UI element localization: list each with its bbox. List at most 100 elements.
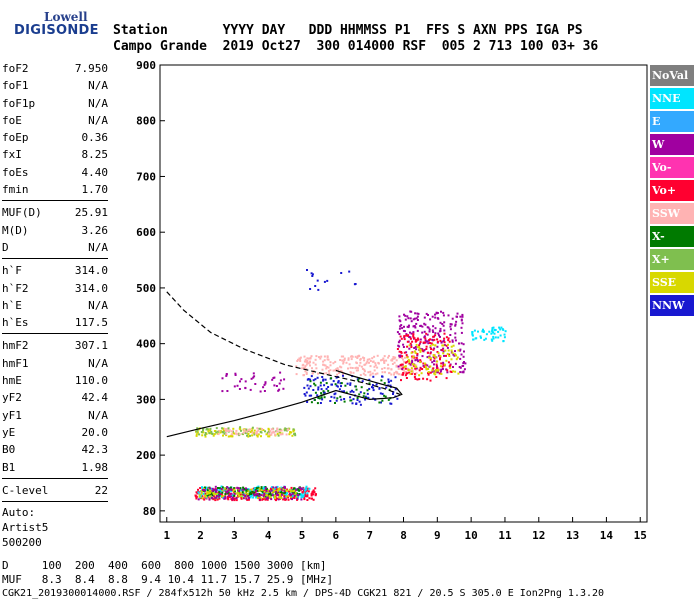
echo-point: [383, 367, 386, 369]
echo-point: [330, 383, 333, 386]
echo-point: [356, 399, 359, 401]
echo-point: [429, 365, 432, 368]
echo-point: [441, 323, 444, 325]
echo-point: [404, 314, 407, 317]
echo-point: [196, 431, 199, 434]
echo-point: [351, 389, 353, 392]
echo-point: [224, 493, 227, 496]
echo-point: [441, 368, 444, 370]
echo-point: [392, 393, 394, 395]
echo-point: [428, 328, 431, 331]
echo-point: [422, 341, 425, 344]
echo-point: [406, 340, 409, 343]
echo-point: [233, 490, 236, 493]
echo-point: [390, 373, 393, 376]
echo-point: [423, 349, 426, 352]
echo-point: [293, 492, 296, 495]
echo-point: [267, 497, 270, 500]
echo-point: [428, 356, 430, 359]
echo-point: [253, 494, 256, 497]
echo-point: [305, 391, 308, 394]
echo-point: [363, 370, 366, 373]
echo-point: [274, 498, 277, 501]
echo-point: [227, 491, 230, 494]
echo-point: [450, 358, 453, 361]
echo-point: [429, 346, 432, 349]
echo-point: [215, 490, 218, 493]
echo-point: [310, 401, 313, 404]
echo-point: [238, 490, 241, 492]
echo-point: [302, 366, 305, 369]
echo-point: [317, 396, 320, 399]
legend-noval: NoVal: [650, 65, 694, 86]
echo-point: [277, 494, 279, 496]
echo-point: [239, 426, 242, 429]
echo-point: [278, 495, 281, 498]
x-tick-label: 11: [498, 529, 512, 542]
echo-point: [482, 330, 485, 333]
echo-point: [409, 317, 412, 320]
echo-point: [443, 321, 446, 324]
echo-point: [225, 433, 228, 436]
echo-point: [403, 360, 406, 363]
echo-point: [276, 489, 279, 492]
echo-point: [419, 361, 422, 364]
echo-point: [406, 372, 409, 375]
echo-point: [402, 366, 405, 369]
echo-point: [264, 491, 267, 494]
echo-point: [449, 366, 452, 369]
echo-point: [345, 391, 348, 394]
echo-point: [306, 499, 309, 501]
echo-point: [382, 357, 385, 360]
echo-point: [310, 492, 313, 495]
profile-dashed-curve: [166, 291, 401, 395]
y-tick-label: 900: [136, 59, 156, 72]
echo-point: [320, 355, 323, 358]
param-name: yF2: [2, 391, 22, 405]
echo-point: [454, 339, 457, 342]
echo-point: [436, 366, 439, 369]
echo-point: [406, 315, 409, 318]
echo-point: [308, 487, 311, 490]
echo-point: [317, 288, 320, 291]
param-fxi: fxI 8.25: [2, 146, 108, 163]
echo-point: [233, 494, 236, 497]
echo-point: [350, 399, 353, 402]
param-clevel: C-level 22: [2, 482, 108, 499]
param-foes: foEs 4.40: [2, 164, 108, 181]
echo-point: [447, 314, 450, 317]
echo-point: [471, 334, 474, 337]
echo-point: [306, 361, 309, 364]
echo-point: [295, 488, 298, 491]
echo-point: [215, 496, 218, 499]
echo-point: [357, 369, 359, 372]
echo-point: [311, 367, 313, 370]
echo-point: [356, 378, 359, 381]
legend-vo: Vo-: [650, 157, 694, 178]
echo-point: [397, 367, 400, 370]
echo-point: [283, 490, 286, 493]
echo-point: [444, 349, 447, 352]
echo-point: [441, 344, 444, 347]
panel-note: Auto:: [2, 506, 36, 520]
echo-point: [277, 498, 280, 501]
echo-point: [415, 367, 418, 370]
echo-point: [439, 335, 441, 338]
echo-point: [332, 380, 335, 383]
param-name: h`E: [2, 298, 22, 312]
echo-point: [416, 378, 419, 381]
echo-point: [232, 432, 235, 435]
echo-point: [427, 368, 430, 370]
echo-point: [232, 493, 235, 496]
echo-point: [246, 498, 249, 501]
echo-point: [339, 359, 342, 361]
echo-point: [263, 383, 266, 386]
echo-point: [432, 335, 435, 338]
footer-table: D 100 200 400 600 800 1000 1500 3000 [km…: [2, 559, 333, 587]
echo-point: [283, 378, 286, 381]
echo-point: [415, 348, 418, 351]
echo-point: [449, 370, 452, 373]
echo-point: [319, 357, 322, 360]
echo-point: [352, 390, 355, 393]
echo-point: [302, 495, 304, 498]
